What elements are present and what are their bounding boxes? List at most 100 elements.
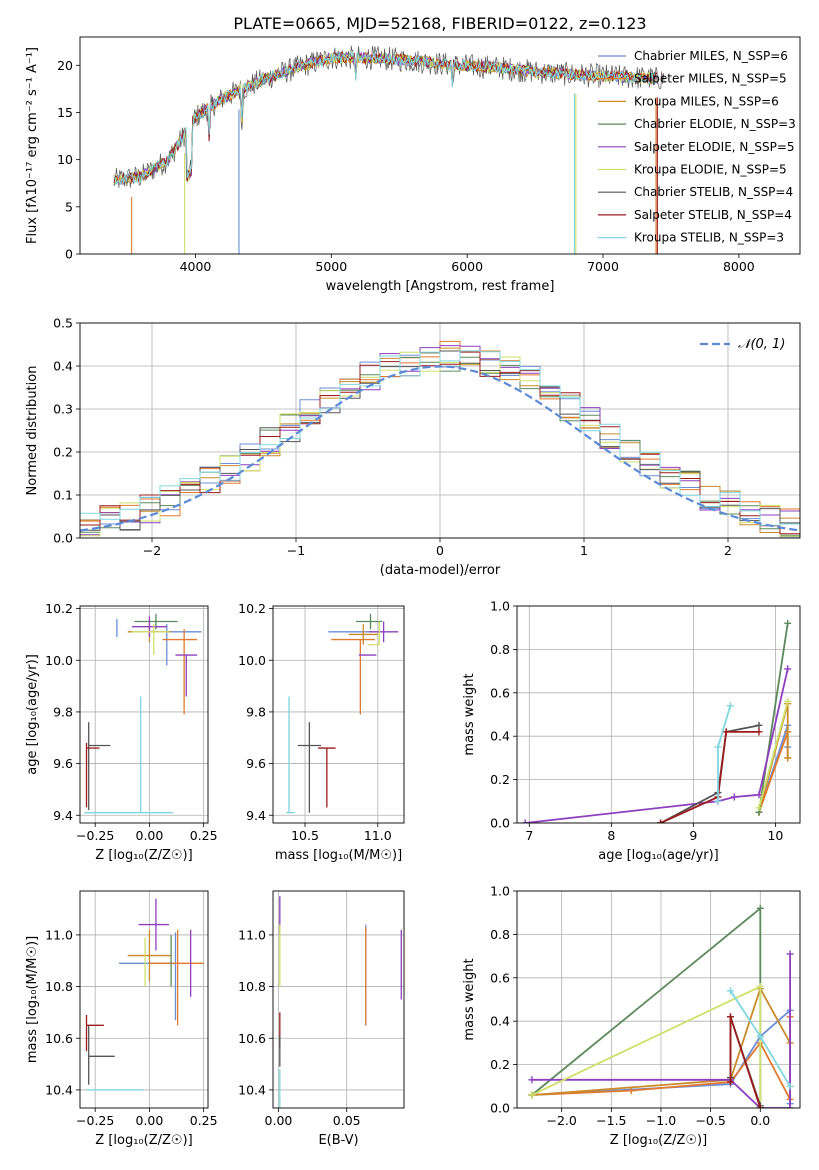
x-tick-label: 7 [525, 828, 533, 843]
weight-marker [528, 1091, 536, 1099]
residual-histogram [80, 350, 800, 526]
plot-area [85, 898, 204, 1091]
y-tick-label: 0.4 [490, 1014, 510, 1029]
spectrum-line [113, 51, 658, 186]
x-tick-label: 8000 [723, 259, 755, 274]
x-tick-label: −0.25 [76, 1113, 114, 1128]
y-tick-label: 10.0 [238, 653, 266, 668]
x-tick-label: 0.25 [190, 828, 218, 843]
x-tick-label: 8 [607, 828, 615, 843]
x-tick-label: 11.0 [364, 828, 392, 843]
y-tick-label: 0.0 [53, 531, 73, 546]
plot-area [80, 340, 800, 538]
weight-line [525, 668, 789, 823]
weight-marker [627, 1087, 635, 1095]
y-tick-label: 0.2 [490, 772, 510, 787]
y-tick-label: 11.0 [238, 927, 266, 942]
weight-marker [730, 793, 738, 801]
y-tick-label: 9.6 [246, 756, 266, 771]
legend-label: Kroupa ELODIE, N_SSP=5 [634, 163, 787, 177]
y-tick-label: 0.3 [53, 402, 73, 417]
y-tick-label: 9.6 [53, 756, 73, 771]
mass-vs-Z-panel: −0.25 0.00 0.25 10.4 10.6 10.8 11.0 Z [log₁₀(Z/… [25, 890, 218, 1148]
y-tick-label: 0.5 [53, 316, 73, 331]
weight-marker [726, 987, 734, 995]
weight-marker [657, 819, 665, 823]
weight-marker [521, 819, 529, 823]
y-axis-label: Normed distribution [25, 366, 40, 496]
y-tick-label: 0 [65, 247, 73, 262]
weight-vs-Z-panel: −2.0 −1.5 −1.0 −0.5 0.0 0.0 0.2 0.4 0.6 0.8 1.0 Z [… [462, 884, 801, 1148]
weight-marker [722, 728, 730, 736]
weight-marker [784, 754, 792, 762]
x-tick-label: 9 [689, 828, 697, 843]
x-tick-label: 0.05 [333, 1113, 361, 1128]
y-tick-label: 0.8 [490, 642, 510, 657]
x-tick-label: 0.00 [136, 828, 164, 843]
weight-line [660, 724, 760, 823]
weight-marker [755, 728, 763, 736]
y-tick-label: 10.2 [45, 601, 73, 616]
x-tick-label: 5000 [315, 259, 347, 274]
weight-line [660, 731, 759, 823]
x-axis-label: (data-model)/error [380, 563, 501, 578]
y-tick-label: 10.6 [238, 1031, 266, 1046]
y-axis-label: mass weight [462, 673, 477, 755]
weight-marker [786, 1104, 794, 1108]
axes-frame [516, 605, 801, 824]
legend-label: Salpeter MILES, N_SSP=5 [634, 72, 787, 86]
x-axis-label: Z [log₁₀(Z/Z☉)] [95, 848, 192, 863]
weight-marker [755, 721, 763, 729]
weight-marker [726, 1013, 734, 1021]
x-tick-label: −0.5 [695, 1113, 725, 1128]
legend-label: Kroupa MILES, N_SSP=6 [634, 94, 779, 108]
y-tick-label: 15 [57, 105, 73, 120]
y-tick-label: 10.8 [238, 979, 266, 994]
weight-marker [755, 804, 763, 812]
legend-label: 𝒩(0, 1) [738, 337, 785, 352]
y-tick-label: 0.6 [490, 970, 510, 985]
axes-frame [272, 890, 405, 1109]
x-tick-label: 1 [580, 543, 588, 558]
weight-marker [784, 665, 792, 673]
x-tick-label: 0.00 [265, 1113, 293, 1128]
figure-title: PLATE=0665, MJD=52168, FIBERID=0122, z=0… [233, 14, 646, 33]
legend-label: Kroupa STELIB, N_SSP=3 [634, 231, 784, 245]
weight-marker [756, 1032, 764, 1040]
y-tick-label: 10.4 [45, 1082, 73, 1097]
y-tick-label: 0.4 [53, 359, 73, 374]
plot-area [521, 619, 792, 823]
y-tick-label: 0.4 [490, 729, 510, 744]
mass-vs-EBV-panel: 0.00 0.05 10.4 10.6 10.8 11.0 E(B-V) [238, 890, 405, 1148]
x-tick-label: 7000 [587, 259, 619, 274]
spectrum-panel: 4000 5000 6000 7000 8000 0 5 10 15 20 wavelength [… [25, 36, 801, 294]
weight-line [531, 986, 791, 1096]
y-axis-label: mass [log₁₀(M/M☉)] [25, 936, 40, 1063]
residuals-panel: −2 −1 0 1 2 0.0 0.1 0.2 0.3 0.4 0.5 (data-model)/er… [25, 316, 801, 578]
legend-label: Chabrier ELODIE, N_SSP=3 [634, 117, 796, 131]
y-tick-label: 9.8 [53, 704, 73, 719]
x-axis-label: E(B-V) [318, 1133, 358, 1148]
y-tick-label: 10.8 [45, 979, 73, 994]
x-tick-label: 0 [436, 543, 444, 558]
x-tick-label: 0.0 [750, 1113, 770, 1128]
axes-frame [79, 890, 209, 1109]
age-vs-Z-panel: −0.25 0.00 0.25 9.4 9.6 9.8 10.0 10.2 Z [log₁₀(Z… [25, 601, 218, 863]
weight-marker [756, 904, 764, 912]
x-axis-label: age [log₁₀(age/yr)] [598, 848, 719, 863]
weight-line [531, 953, 791, 1108]
y-axis-label: age [log₁₀(age/yr)] [25, 654, 40, 775]
weight-marker [784, 619, 792, 627]
weight-vs-age-panel: 7 8 9 10 0.0 0.2 0.4 0.6 0.8 1.0 age [log₁₀(age/yr… [462, 599, 801, 863]
x-tick-label: −0.25 [76, 828, 114, 843]
weight-marker [714, 743, 722, 751]
y-axis-label: mass weight [462, 958, 477, 1040]
x-tick-label: 10 [767, 828, 783, 843]
axes-frame [272, 605, 405, 824]
weight-marker [755, 791, 763, 799]
y-tick-label: 0.0 [490, 1101, 510, 1116]
y-tick-label: 10 [57, 152, 73, 167]
weight-marker [786, 950, 794, 958]
